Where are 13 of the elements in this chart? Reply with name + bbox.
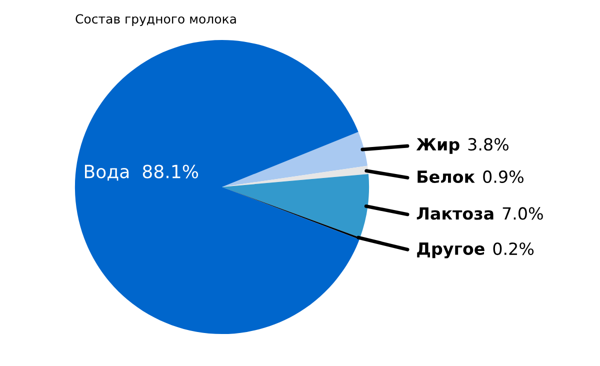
slice-label: Вода 88.1% — [84, 164, 198, 181]
data-label: 0.9% — [483, 170, 524, 184]
slice-label: Жир — [416, 138, 460, 154]
slice-label: Другое — [417, 242, 484, 258]
pie-slice — [74, 40, 360, 334]
data-label: 0.2% — [493, 242, 534, 256]
slice-label: Белок — [418, 170, 475, 184]
data-label: 7.0% — [502, 207, 543, 220]
chart-title: Состав грудного молока — [76, 14, 236, 26]
data-label: 3.8% — [468, 138, 508, 151]
slice-label: Лактоза — [416, 207, 494, 220]
pie-slice — [222, 132, 368, 187]
pie-slice — [222, 174, 370, 238]
